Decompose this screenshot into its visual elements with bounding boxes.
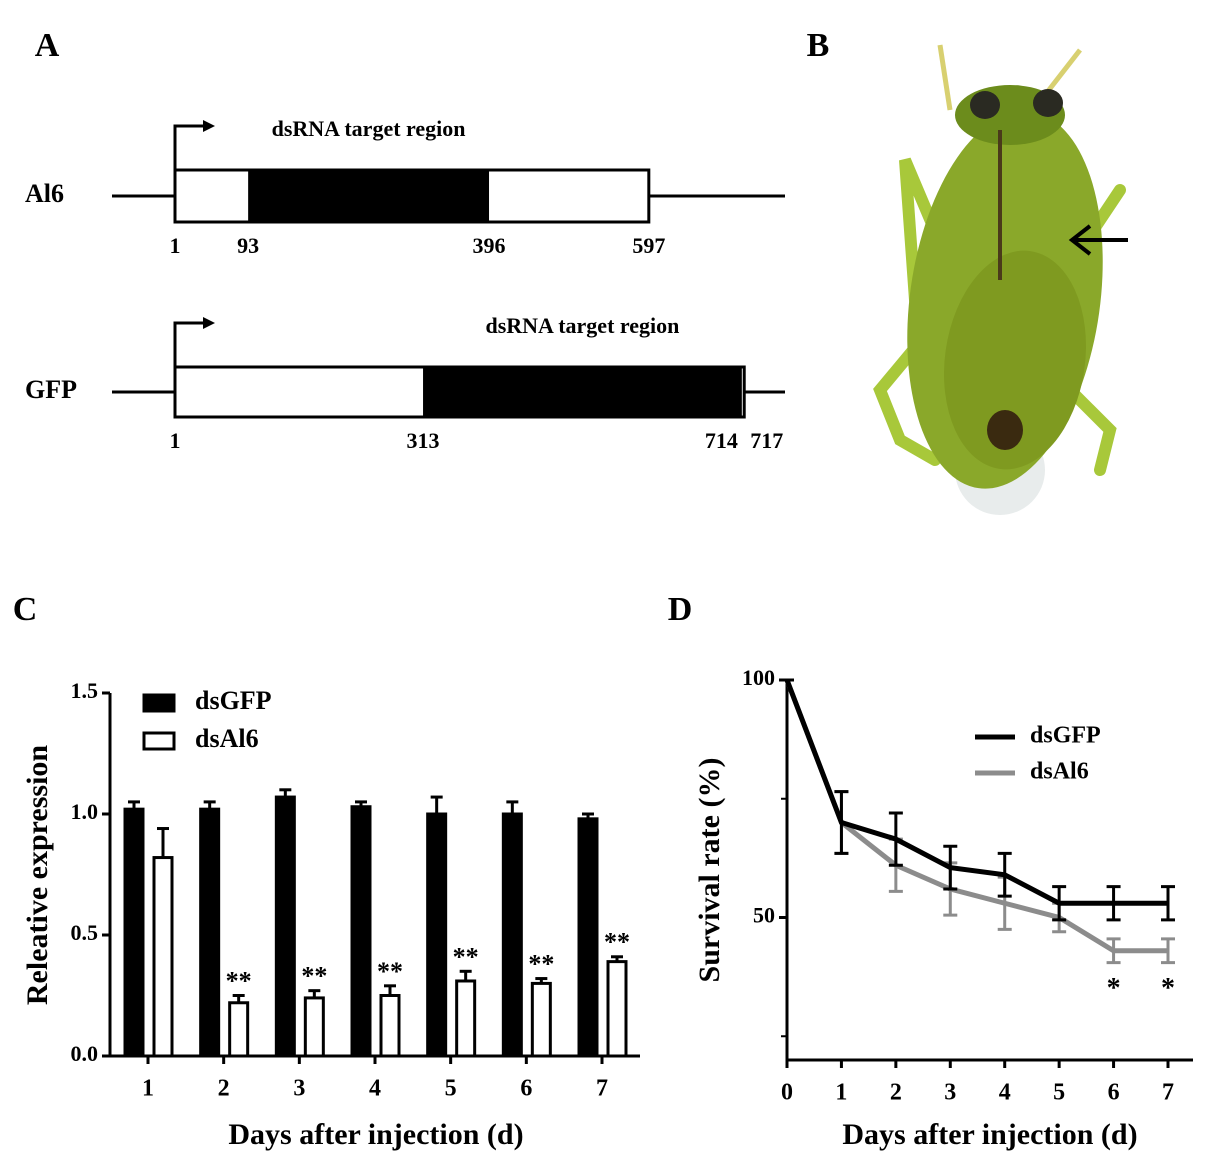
bar [501,812,523,1058]
legend-label: dsAl6 [195,724,259,753]
y-tick-label: 1.0 [71,799,99,824]
x-tick-label: 6 [520,1076,532,1102]
bar [606,960,628,1058]
panel-label: D [668,591,693,628]
arrow-head [203,120,215,132]
x-tick-label: 3 [293,1076,305,1102]
bar [350,805,372,1058]
x-tick-label: 2 [218,1076,230,1102]
y-tick-label: 0.5 [71,920,99,945]
x-axis-label: Days after injection (d) [842,1118,1137,1151]
position-label: 717 [750,428,783,453]
y-tick-label: 50 [753,903,775,928]
bar [228,1001,250,1058]
bar [379,994,401,1058]
bar [530,981,552,1058]
position-label: 714 [705,428,738,453]
x-tick-label: 6 [1108,1080,1120,1106]
y-tick-label: 0.0 [71,1041,99,1066]
gene-name: GFP [25,375,77,404]
position-label: 396 [473,233,506,258]
y-axis-label: Survival rate (%) [693,758,726,983]
bar [274,795,296,1058]
x-tick-label: 1 [835,1080,847,1106]
insect-photo [873,44,1128,515]
significance: ** [528,950,554,979]
position-label: 597 [632,233,665,258]
x-tick-label: 7 [596,1076,608,1102]
significance: ** [453,942,479,971]
y-tick-label: 1.5 [71,678,99,703]
x-tick-label: 4 [999,1080,1011,1106]
series-line [784,679,1168,906]
position-label: 93 [237,233,259,258]
x-tick-label: 7 [1162,1080,1174,1106]
x-tick-label: 2 [890,1080,902,1106]
series-line [784,679,1168,954]
bar [152,856,174,1058]
significance: ** [226,966,252,995]
significance: * [1107,973,1121,1004]
x-tick-label: 1 [142,1076,154,1102]
target-caption: dsRNA target region [485,313,679,338]
legend-label: dsAl6 [1030,759,1089,785]
significance: * [1161,973,1175,1004]
legend-swatch [142,731,176,751]
significance: ** [604,928,630,957]
x-tick-label: 0 [781,1080,793,1106]
y-tick-label: 100 [742,665,775,690]
panel-label: B [807,27,830,64]
y-axis-label: Releative expression [21,745,54,1006]
position-label: 1 [170,233,181,258]
x-tick-label: 5 [445,1076,457,1102]
x-tick-label: 4 [369,1076,381,1102]
panel-label: A [35,27,60,64]
gene-name: Al6 [25,179,64,208]
position-label: 313 [407,428,440,453]
legend-swatch [142,693,176,713]
x-axis-label: Days after injection (d) [228,1118,523,1151]
bar [303,996,325,1058]
target-region [423,367,742,417]
bar [426,812,448,1058]
significance: ** [377,957,403,986]
target-caption: dsRNA target region [272,116,466,141]
panel-label: C [13,591,38,628]
x-tick-label: 5 [1053,1080,1065,1106]
position-label: 1 [170,428,181,453]
legend-label: dsGFP [1030,723,1101,749]
legend-label: dsGFP [195,686,272,715]
bar [577,817,599,1058]
promoter-arrow [173,321,205,367]
x-tick-label: 3 [944,1080,956,1106]
arrow-head [203,317,215,329]
bar [455,979,477,1058]
target-region [248,170,490,222]
bar [199,807,221,1058]
bar [123,807,145,1058]
significance: ** [301,962,327,991]
promoter-arrow [173,124,205,170]
